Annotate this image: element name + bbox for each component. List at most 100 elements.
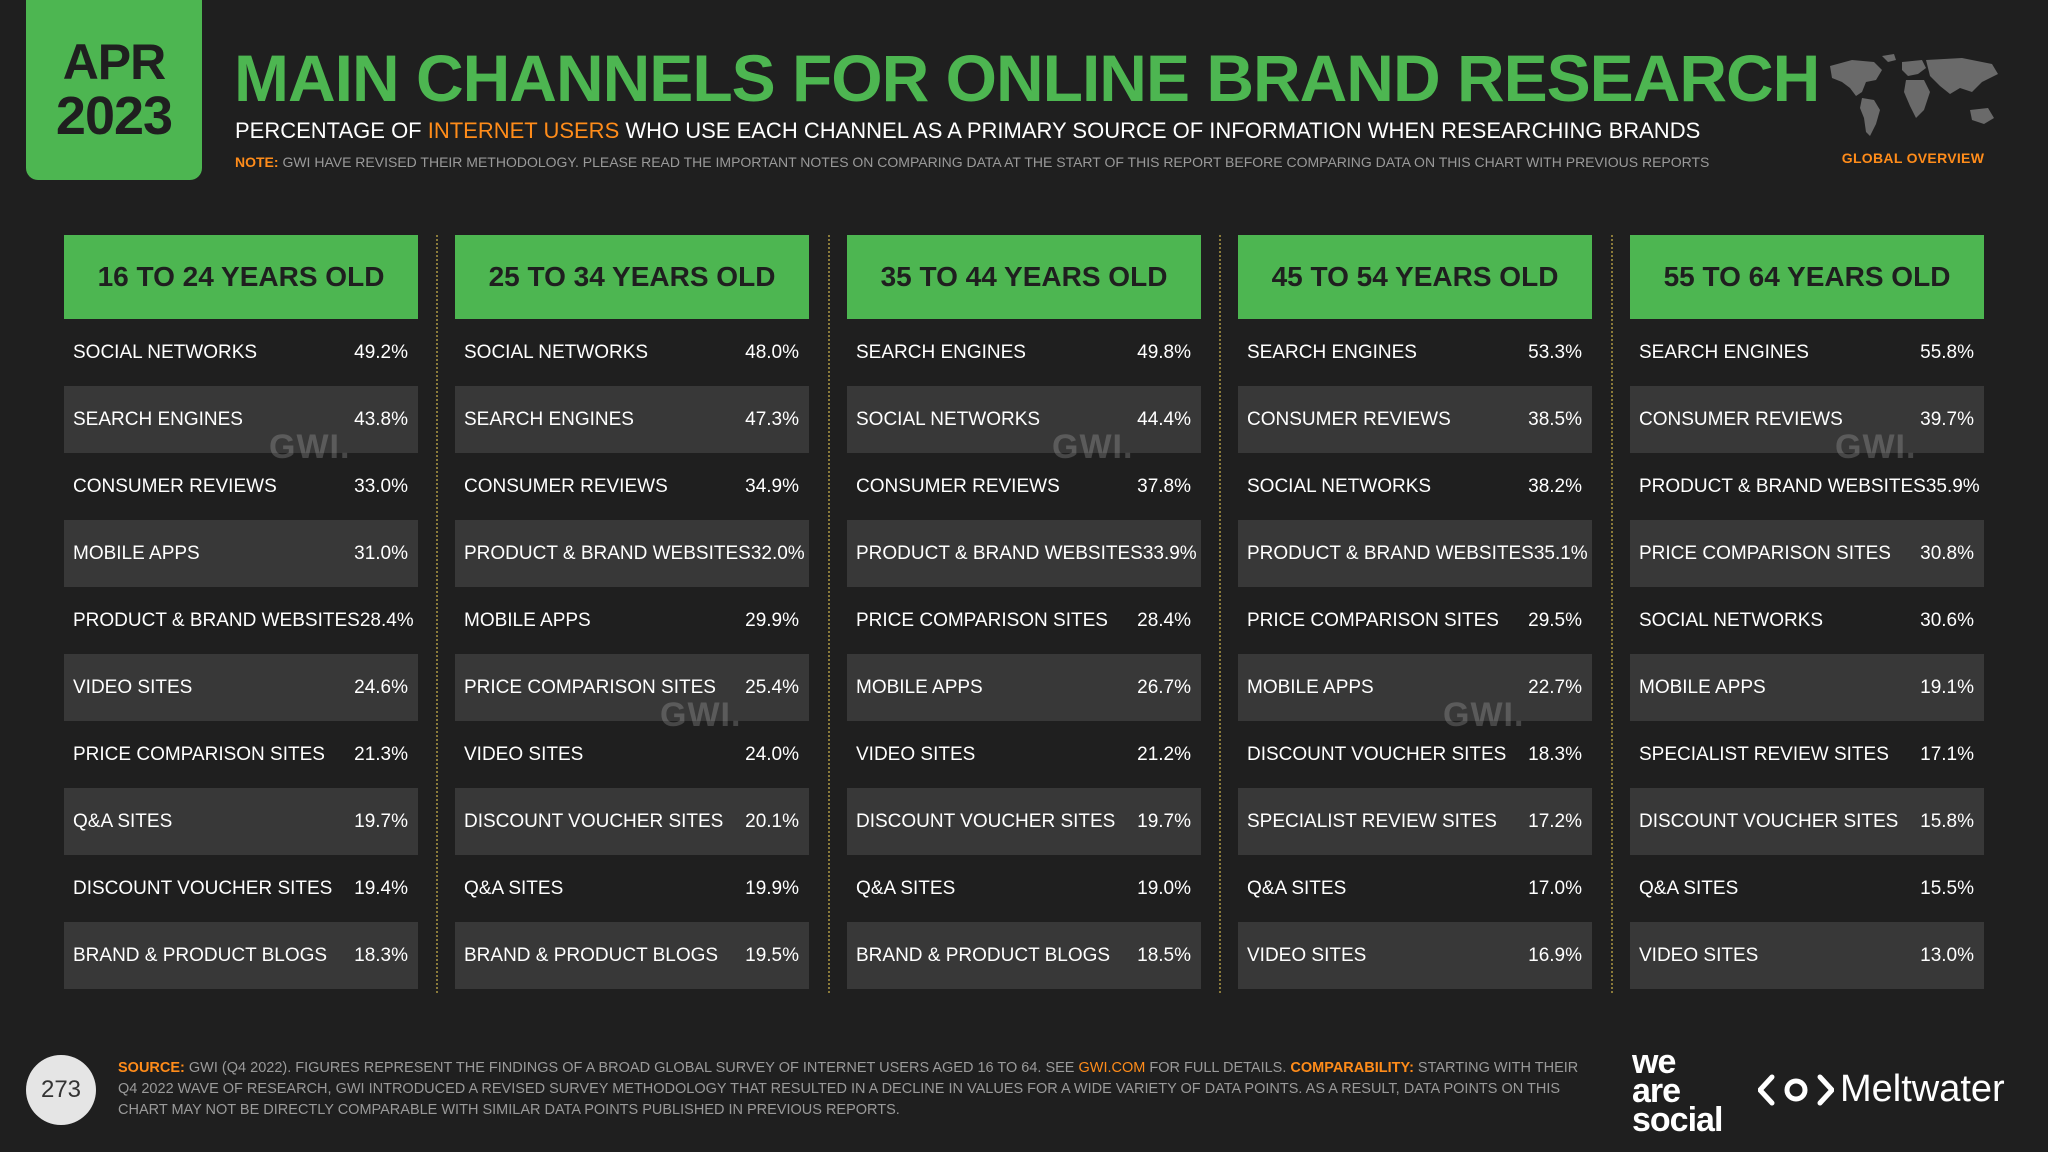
subtitle-post: WHO USE EACH CHANNEL AS A PRIMARY SOURCE… — [619, 118, 1701, 143]
row-label: Q&A SITES — [73, 810, 173, 832]
panel-rows: SOCIAL NETWORKS 49.2% SEARCH ENGINES 43.8% C… — [64, 319, 418, 989]
row-label: VIDEO SITES — [464, 743, 584, 765]
table-row: SOCIAL NETWORKS 38.2% — [1238, 453, 1592, 520]
row-value: 25.4% — [745, 676, 799, 698]
table-row: PRODUCT & BRAND WEBSITES 33.9% — [847, 520, 1201, 587]
table-row: DISCOUNT VOUCHER SITES 19.7% — [847, 788, 1201, 855]
comparability-label: COMPARABILITY: — [1290, 1060, 1414, 1076]
row-value: 19.0% — [1137, 877, 1191, 899]
panel-header: 35 TO 44 YEARS OLD — [847, 235, 1201, 319]
table-row: SEARCH ENGINES 49.8% — [847, 319, 1201, 386]
row-value: 34.9% — [745, 475, 799, 497]
panel-header: 25 TO 34 YEARS OLD — [455, 235, 809, 319]
row-label: PRICE COMPARISON SITES — [1247, 609, 1499, 631]
row-value: 33.9% — [1142, 542, 1197, 564]
row-label: SOCIAL NETWORKS — [1639, 609, 1824, 631]
row-value: 32.0% — [750, 542, 805, 564]
table-row: Q&A SITES 15.5% — [1630, 855, 1984, 922]
row-value: 19.7% — [1137, 810, 1191, 832]
row-label: DISCOUNT VOUCHER SITES — [1247, 743, 1507, 765]
row-value: 17.2% — [1528, 810, 1582, 832]
table-row: PRODUCT & BRAND WEBSITES 28.4% — [64, 587, 418, 654]
row-value: 30.6% — [1920, 609, 1974, 631]
panel-divider — [828, 235, 830, 993]
row-label: CONSUMER REVIEWS — [73, 475, 277, 497]
row-label: SOCIAL NETWORKS — [73, 341, 258, 363]
table-row: PRODUCT & BRAND WEBSITES 35.9% — [1630, 453, 1984, 520]
row-label: MOBILE APPS — [1639, 676, 1766, 698]
row-value: 26.7% — [1137, 676, 1191, 698]
date-badge: APR 2023 — [26, 0, 202, 180]
row-value: 49.2% — [354, 341, 408, 363]
meltwater-logo: Meltwater — [1758, 1068, 2005, 1111]
row-label: DISCOUNT VOUCHER SITES — [1639, 810, 1899, 832]
table-row: MOBILE APPS 22.7% — [1238, 654, 1592, 721]
row-label: SOCIAL NETWORKS — [1247, 475, 1432, 497]
table-row: SEARCH ENGINES 55.8% — [1630, 319, 1984, 386]
source-link[interactable]: GWI.COM — [1078, 1060, 1146, 1076]
row-label: CONSUMER REVIEWS — [856, 475, 1060, 497]
age-panel: 16 TO 24 YEARS OLD SOCIAL NETWORKS 49.2% SE… — [64, 235, 418, 989]
row-value: 13.0% — [1920, 944, 1974, 966]
table-row: SOCIAL NETWORKS 30.6% — [1630, 587, 1984, 654]
row-value: 43.8% — [354, 408, 408, 430]
panel-header: 16 TO 24 YEARS OLD — [64, 235, 418, 319]
table-row: PRICE COMPARISON SITES 21.3% — [64, 721, 418, 788]
table-row: PRICE COMPARISON SITES 28.4% — [847, 587, 1201, 654]
panel-rows: SEARCH ENGINES 55.8% CONSUMER REVIEWS 39.7%… — [1630, 319, 1984, 989]
row-label: MOBILE APPS — [856, 676, 983, 698]
table-row: CONSUMER REVIEWS 34.9% — [455, 453, 809, 520]
row-value: 28.4% — [359, 609, 414, 631]
logo-word-3: social — [1632, 1101, 1723, 1139]
table-row: Q&A SITES 17.0% — [1238, 855, 1592, 922]
table-row: PRICE COMPARISON SITES 25.4% — [455, 654, 809, 721]
row-label: CONSUMER REVIEWS — [1247, 408, 1451, 430]
table-row: MOBILE APPS 29.9% — [455, 587, 809, 654]
table-row: VIDEO SITES 24.6% — [64, 654, 418, 721]
table-row: DISCOUNT VOUCHER SITES 19.4% — [64, 855, 418, 922]
row-label: PRODUCT & BRAND WEBSITES — [73, 609, 360, 631]
global-overview-label: GLOBAL OVERVIEW — [1841, 150, 1985, 166]
table-row: PRICE COMPARISON SITES 30.8% — [1630, 520, 1984, 587]
table-row: CONSUMER REVIEWS 33.0% — [64, 453, 418, 520]
source-text: GWI (Q4 2022). FIGURES REPRESENT THE FIN… — [184, 1060, 1079, 1076]
row-value: 22.7% — [1528, 676, 1582, 698]
table-row: CONSUMER REVIEWS 39.7% — [1630, 386, 1984, 453]
row-value: 35.9% — [1925, 475, 1980, 497]
row-value: 16.9% — [1528, 944, 1582, 966]
row-value: 19.1% — [1920, 676, 1974, 698]
table-row: SPECIALIST REVIEW SITES 17.1% — [1630, 721, 1984, 788]
table-row: PRODUCT & BRAND WEBSITES 35.1% — [1238, 520, 1592, 587]
row-label: DISCOUNT VOUCHER SITES — [464, 810, 724, 832]
table-row: Q&A SITES 19.9% — [455, 855, 809, 922]
row-value: 28.4% — [1137, 609, 1191, 631]
source-label: SOURCE: — [118, 1060, 185, 1076]
table-row: MOBILE APPS 26.7% — [847, 654, 1201, 721]
row-label: SPECIALIST REVIEW SITES — [1247, 810, 1497, 832]
row-label: SEARCH ENGINES — [1639, 341, 1809, 363]
row-value: 18.5% — [1137, 944, 1191, 966]
row-value: 18.3% — [354, 944, 408, 966]
row-label: DISCOUNT VOUCHER SITES — [856, 810, 1116, 832]
row-label: VIDEO SITES — [73, 676, 193, 698]
note-text: GWI HAVE REVISED THEIR METHODOLOGY. PLEA… — [278, 154, 1710, 170]
row-value: 44.4% — [1137, 408, 1191, 430]
row-value: 24.0% — [745, 743, 799, 765]
table-row: VIDEO SITES 21.2% — [847, 721, 1201, 788]
table-row: BRAND & PRODUCT BLOGS 19.5% — [455, 922, 809, 989]
note-label: NOTE: — [235, 154, 279, 170]
row-label: PRICE COMPARISON SITES — [856, 609, 1108, 631]
row-value: 30.8% — [1920, 542, 1974, 564]
age-panel: 45 TO 54 YEARS OLD SEARCH ENGINES 53.3% CON… — [1238, 235, 1592, 989]
row-label: CONSUMER REVIEWS — [1639, 408, 1843, 430]
row-value: 20.1% — [745, 810, 799, 832]
panel-header: 55 TO 64 YEARS OLD — [1630, 235, 1984, 319]
table-row: VIDEO SITES 13.0% — [1630, 922, 1984, 989]
table-row: MOBILE APPS 31.0% — [64, 520, 418, 587]
age-panel: 25 TO 34 YEARS OLD SOCIAL NETWORKS 48.0% SE… — [455, 235, 809, 989]
row-value: 29.5% — [1528, 609, 1582, 631]
row-value: 38.5% — [1528, 408, 1582, 430]
row-value: 47.3% — [745, 408, 799, 430]
row-value: 39.7% — [1920, 408, 1974, 430]
world-map-icon — [1830, 54, 1998, 136]
